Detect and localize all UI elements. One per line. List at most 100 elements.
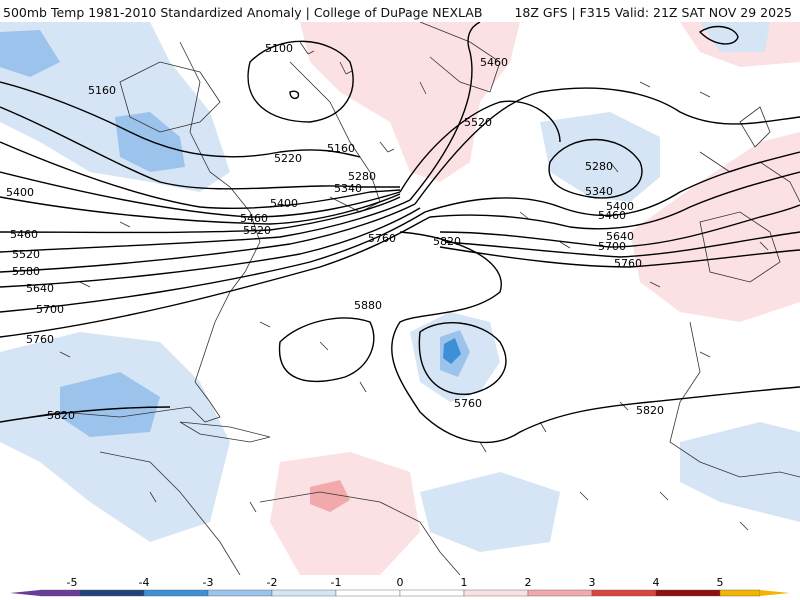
contour-label: 5820 xyxy=(433,235,461,248)
contour-label: 5400 xyxy=(6,186,34,199)
contour-5280-trough xyxy=(548,138,643,199)
colorbar-canvas: -5 -4 -3 -2 -1 0 1 2 3 4 5 xyxy=(10,576,790,597)
cold-anomaly-core-nw xyxy=(115,112,185,172)
colorbar-tick: 5 xyxy=(717,576,724,589)
contour-label: 5460 xyxy=(10,228,38,241)
contour-5640 xyxy=(0,207,421,288)
colorbar-tick: 3 xyxy=(589,576,596,589)
colorbar-segment xyxy=(335,589,401,597)
contour-label: 5280 xyxy=(585,160,613,173)
warm-anomaly-greenland xyxy=(300,22,520,182)
colorbar-segment xyxy=(207,589,273,597)
contour-labels: 5100 5160 5220 5160 5280 5340 5400 5460 … xyxy=(6,42,664,422)
contour-label: 5160 xyxy=(88,84,116,97)
contour-label: 5220 xyxy=(274,152,302,165)
colorbar-segments xyxy=(10,589,790,597)
cold-anomaly-cutoff-center xyxy=(443,338,461,364)
contour-5220 xyxy=(0,106,400,190)
contour-label: 5340 xyxy=(585,185,613,198)
colorbar: -5 -4 -3 -2 -1 0 1 2 3 4 5 xyxy=(0,575,800,600)
contour-label: 5520 xyxy=(12,248,40,261)
contour-5820-south xyxy=(0,406,171,423)
colorbar-segment xyxy=(591,589,657,597)
contour-label: 5460 xyxy=(598,209,626,222)
colorbar-tick: -1 xyxy=(331,576,342,589)
contour-5340-flow xyxy=(399,100,561,193)
colorbar-tick: 2 xyxy=(525,576,532,589)
warm-anomaly-east xyxy=(630,132,800,322)
contour-label: 5700 xyxy=(598,240,626,253)
coast-africa-west xyxy=(669,321,800,478)
contour-5640-east xyxy=(439,204,800,248)
colorbar-segment xyxy=(399,589,465,597)
map-panel: 5100 5160 5220 5160 5280 5340 5400 5460 … xyxy=(0,22,800,575)
colorbar-segment xyxy=(527,589,593,597)
colorbar-left-arrow xyxy=(10,590,40,596)
contour-5400 xyxy=(0,193,401,225)
cold-anomaly-nw-edge xyxy=(0,30,60,77)
anomaly-shading xyxy=(0,22,800,575)
cold-anomaly-gulf-core xyxy=(60,372,160,437)
coast-north-america-east xyxy=(179,41,261,383)
contour-5760-cutoff xyxy=(418,322,507,395)
contour-label: 5760 xyxy=(454,397,482,410)
coast-central-america xyxy=(99,451,241,575)
contour-5880-ridge xyxy=(278,317,375,383)
colorbar-ticks: -5 -4 -3 -2 -1 0 1 2 3 4 5 xyxy=(67,576,724,589)
contour-label: 5640 xyxy=(606,230,634,243)
contour-5520 xyxy=(0,199,411,253)
contour-5400-trough xyxy=(424,151,800,217)
contour-label: 5820 xyxy=(636,404,664,417)
warm-anomaly-caribbean-core xyxy=(310,480,350,512)
contour-closed-low-ne xyxy=(698,25,739,45)
contour-label: 5460 xyxy=(240,212,268,225)
colorbar-segment xyxy=(271,589,337,597)
contour-label: 5760 xyxy=(26,333,54,346)
contour-label: 5340 xyxy=(334,182,362,195)
colorbar-tick: -2 xyxy=(267,576,278,589)
model-run-info: 18Z GFS | F315 Valid: 21Z SAT NOV 29 202… xyxy=(514,5,792,20)
height-contours xyxy=(0,22,800,444)
colorbar-segment xyxy=(39,589,81,597)
colorbar-tick: 4 xyxy=(653,576,660,589)
cold-anomaly-africa xyxy=(680,422,800,522)
contour-label: 5400 xyxy=(606,200,634,213)
coastlines xyxy=(0,22,800,575)
contour-label: 5760 xyxy=(368,232,396,245)
contour-small-low-nw xyxy=(289,90,300,100)
wind-barbs xyxy=(59,41,769,531)
contour-5100-low xyxy=(247,40,354,123)
cold-anomaly-central-atlantic-trough xyxy=(540,112,660,202)
colorbar-tick: -4 xyxy=(139,576,150,589)
contour-5340 xyxy=(0,171,401,218)
contour-5820-ridge xyxy=(391,231,800,444)
coast-iberia xyxy=(699,211,781,283)
cold-anomaly-ne-corner xyxy=(700,22,770,52)
title-bar: 500mb Temp 1981-2010 Standardized Anomal… xyxy=(0,0,800,22)
contour-5460 xyxy=(0,196,401,234)
coast-greenland xyxy=(419,22,501,93)
contour-label: 5880 xyxy=(354,299,382,312)
colorbar-tick: -5 xyxy=(67,576,78,589)
contour-5760-east xyxy=(439,246,800,268)
cold-anomaly-south-atlantic xyxy=(420,472,560,552)
contour-label: 5760 xyxy=(614,257,642,270)
colorbar-right-arrow xyxy=(760,590,790,596)
contour-5580 xyxy=(0,203,416,273)
cold-anomaly-gulf-central-america xyxy=(0,332,230,542)
contour-label: 5820 xyxy=(47,409,75,422)
colorbar-segment xyxy=(463,589,529,597)
contour-label: 5520 xyxy=(464,116,492,129)
contour-label: 5640 xyxy=(26,282,54,295)
contour-5520-flow xyxy=(414,87,800,205)
contour-label: 5580 xyxy=(12,265,40,278)
warm-anomaly-caribbean xyxy=(270,452,420,575)
contour-5700 xyxy=(0,211,426,313)
contour-5760-west xyxy=(0,216,431,338)
colorbar-segment xyxy=(719,589,761,597)
coast-uk xyxy=(739,106,771,148)
contour-label: 5280 xyxy=(348,170,376,183)
contour-5160-west xyxy=(0,81,361,158)
colorbar-segment xyxy=(79,589,145,597)
contour-5460-flow xyxy=(409,22,481,201)
